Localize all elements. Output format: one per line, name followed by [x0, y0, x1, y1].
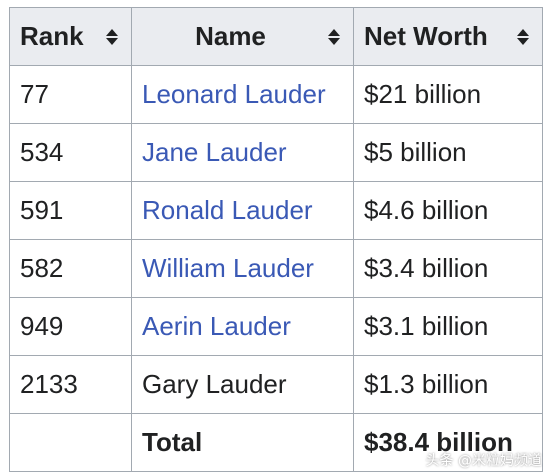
total-net-worth: $38.4 billion — [353, 413, 543, 472]
total-row: Total $38.4 billion — [9, 413, 543, 472]
column-header-label: Name — [195, 21, 266, 51]
rank-cell: 582 — [9, 239, 132, 298]
name-link[interactable]: Aerin Lauder — [131, 297, 354, 356]
name-link[interactable]: Leonard Lauder — [131, 65, 354, 124]
name-cell: Gary Lauder — [131, 355, 354, 414]
column-header-name[interactable]: Name — [131, 7, 354, 66]
net-worth-cell: $5 billion — [353, 123, 543, 182]
total-label: Total — [131, 413, 354, 472]
table-row: 949 Aerin Lauder $3.1 billion — [9, 297, 543, 356]
name-link[interactable]: Jane Lauder — [131, 123, 354, 182]
name-link[interactable]: William Lauder — [131, 239, 354, 298]
sort-icon[interactable] — [516, 27, 530, 47]
column-header-net-worth[interactable]: Net Worth — [353, 7, 543, 66]
sort-icon[interactable] — [327, 27, 341, 47]
net-worth-cell: $1.3 billion — [353, 355, 543, 414]
rank-cell: 591 — [9, 181, 132, 240]
name-link[interactable]: Ronald Lauder — [131, 181, 354, 240]
net-worth-table-container: Rank Name Net Worth — [9, 7, 543, 472]
sort-icon[interactable] — [105, 27, 119, 47]
rank-cell: 949 — [9, 297, 132, 356]
net-worth-cell: $3.1 billion — [353, 297, 543, 356]
rank-cell: 77 — [9, 65, 132, 124]
total-rank-cell — [9, 413, 132, 472]
table-row: 591 Ronald Lauder $4.6 billion — [9, 181, 543, 240]
net-worth-cell: $4.6 billion — [353, 181, 543, 240]
column-header-label: Net Worth — [364, 21, 488, 51]
table-row: 582 William Lauder $3.4 billion — [9, 239, 543, 298]
table-row: 534 Jane Lauder $5 billion — [9, 123, 543, 182]
rank-cell: 2133 — [9, 355, 132, 414]
net-worth-cell: $21 billion — [353, 65, 543, 124]
rank-cell: 534 — [9, 123, 132, 182]
table-row: 77 Leonard Lauder $21 billion — [9, 65, 543, 124]
watermark: 头条 @米粒妈频道 — [425, 453, 542, 469]
column-header-rank[interactable]: Rank — [9, 7, 132, 66]
table-row: 2133 Gary Lauder $1.3 billion — [9, 355, 543, 414]
table-header-row: Rank Name Net Worth — [9, 7, 543, 66]
net-worth-cell: $3.4 billion — [353, 239, 543, 298]
net-worth-table: Rank Name Net Worth — [9, 7, 543, 472]
column-header-label: Rank — [20, 21, 84, 51]
